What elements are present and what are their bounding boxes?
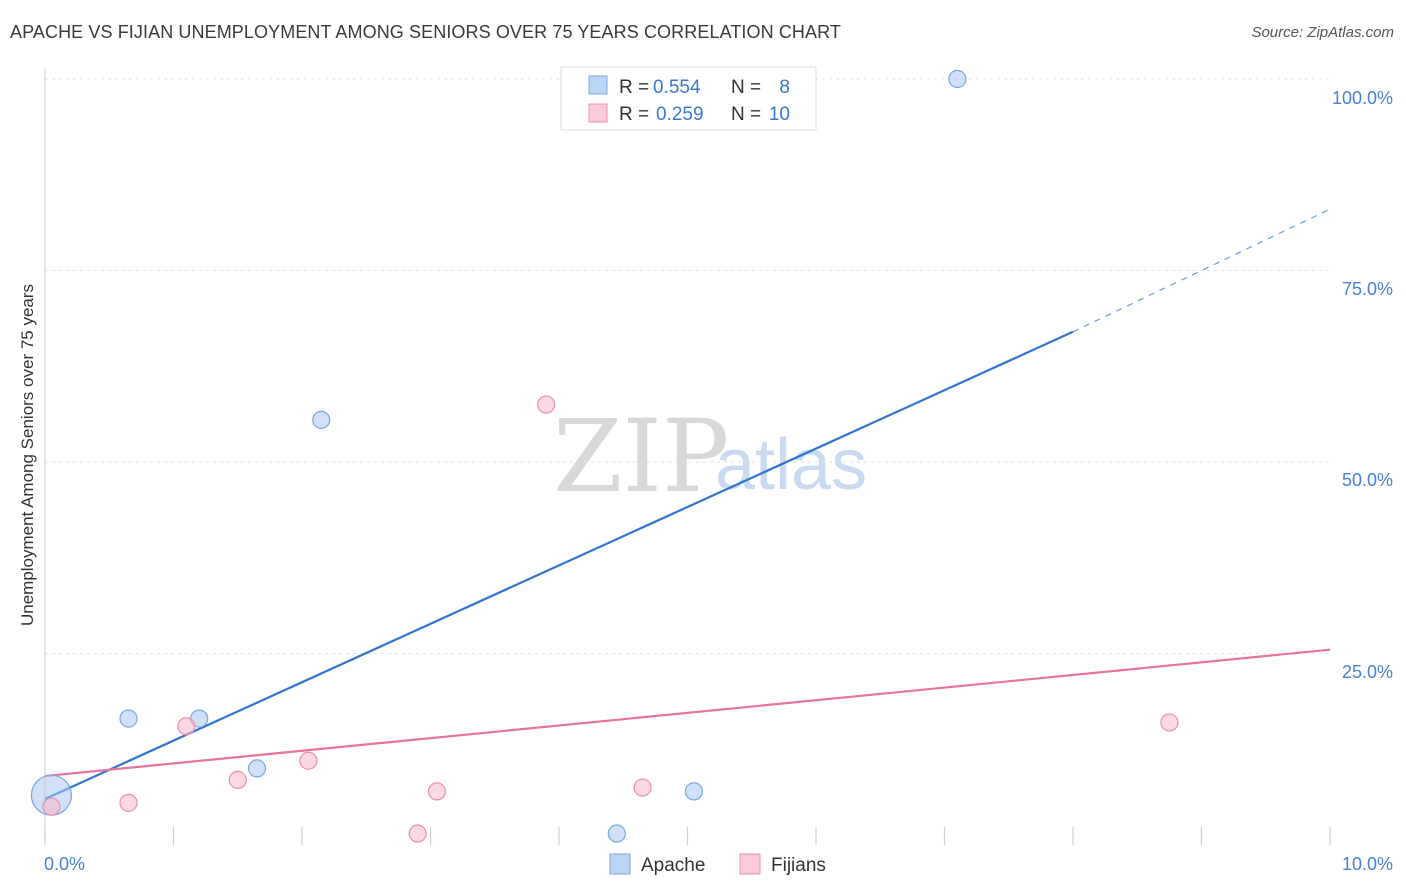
- point-fijians-9: [1160, 713, 1179, 732]
- point-fijians-4: [299, 751, 318, 770]
- legend-n-label-apache: N =: [731, 77, 761, 98]
- point-fijians-2: [177, 717, 196, 736]
- point-apache-6: [684, 782, 704, 801]
- y-tick-label-100: 100.0%: [1332, 88, 1393, 108]
- bottom-legend-label-fijians: Fijians: [771, 855, 826, 876]
- y-tick-label-25: 25.0%: [1342, 662, 1393, 682]
- point-apache-3: [247, 759, 267, 778]
- legend-swatch-fijians: [588, 103, 608, 123]
- gridlines: [45, 78, 1330, 654]
- point-fijians-0: [42, 797, 61, 816]
- point-fijians-7: [537, 395, 556, 414]
- x-tick-label-max: 10.0%: [1342, 854, 1393, 874]
- point-fijians-3: [228, 770, 247, 789]
- bottom-legend-label-apache: Apache: [641, 855, 705, 876]
- y-tick-label-50: 50.0%: [1342, 470, 1393, 490]
- legend-n-value-apache: 8: [779, 77, 790, 98]
- legend-n-value-fijians: 10: [769, 104, 790, 125]
- chart-title: APACHE VS FIJIAN UNEMPLOYMENT AMONG SENI…: [10, 22, 842, 42]
- point-fijians-8: [633, 778, 652, 797]
- y-axis-title: Unemployment Among Seniors over 75 years: [18, 284, 37, 626]
- legend-r-value-apache: 0.554: [653, 77, 701, 98]
- legend-swatch-apache: [588, 75, 608, 95]
- point-apache-4: [312, 410, 331, 429]
- point-apache-7: [948, 69, 967, 89]
- watermark: ZIP atlas: [553, 398, 867, 515]
- bottom-legend: Apache Fijians: [609, 853, 826, 876]
- point-apache-5: [607, 824, 626, 843]
- legend-r-label-apache: R =: [619, 77, 649, 98]
- point-fijians-1: [119, 793, 138, 812]
- trend-line-fijians: [44, 648, 1331, 778]
- data-points: [30, 69, 1179, 843]
- trend-line-apache: [44, 330, 1074, 801]
- trend-lines: [44, 208, 1331, 801]
- y-tick-label-75: 75.0%: [1342, 279, 1393, 299]
- chart-source: Source: ZipAtlas.com: [1251, 24, 1394, 41]
- legend-r-label-fijians: R =: [619, 104, 649, 125]
- legend-r-value-fijians: 0.259: [656, 104, 704, 125]
- bottom-legend-swatch-fijians: [739, 853, 761, 875]
- point-fijians-6: [427, 782, 447, 801]
- axes: [44, 69, 1331, 845]
- watermark-zip: ZIP: [553, 398, 729, 515]
- x-tick-label-min: 0.0%: [44, 854, 85, 874]
- watermark-atlas: atlas: [715, 425, 867, 505]
- y-tick-labels: 100.0% 75.0% 50.0% 25.0%: [1332, 88, 1393, 682]
- point-apache-1: [119, 709, 138, 728]
- bottom-legend-swatch-apache: [609, 853, 631, 875]
- legend: R = 0.554 N = 8 R = 0.259 N = 10: [560, 66, 817, 131]
- point-fijians-5: [408, 824, 427, 843]
- legend-n-label-fijians: N =: [731, 104, 761, 125]
